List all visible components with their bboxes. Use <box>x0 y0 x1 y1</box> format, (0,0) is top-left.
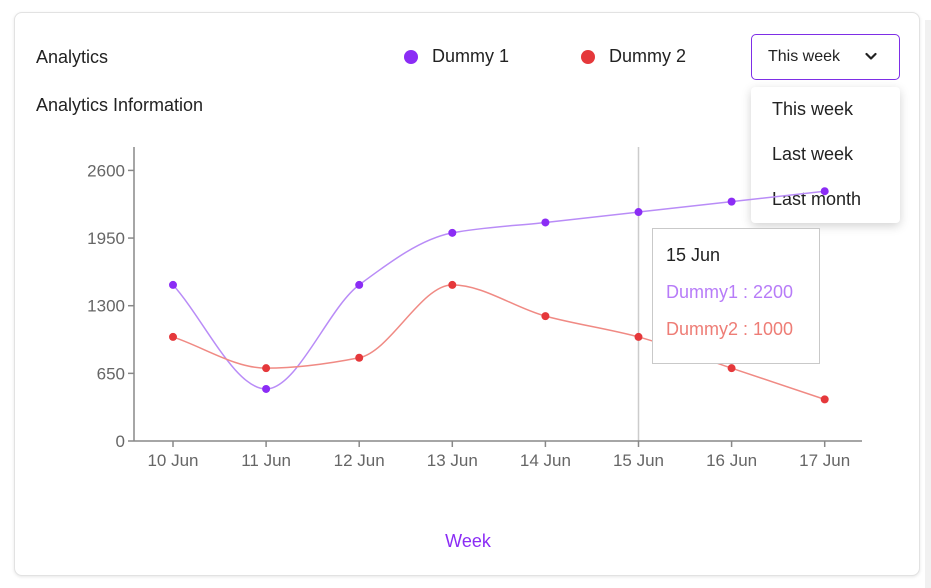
chart-tooltip: 15 Jun Dummy1 : 2200 Dummy2 : 1000 <box>652 228 820 364</box>
legend-item-dummy-2[interactable]: Dummy 2 <box>581 46 686 67</box>
legend-dot-icon <box>581 49 595 64</box>
legend-label: Dummy 1 <box>432 46 510 66</box>
range-option-last-week[interactable]: Last week <box>772 144 854 164</box>
range-dropdown-menu: This week Last week Last month <box>751 87 900 223</box>
legend-item-dummy-1[interactable]: Dummy 1 <box>404 46 509 67</box>
range-select[interactable]: This week <box>751 34 900 80</box>
tooltip-date: 15 Jun <box>666 245 721 265</box>
scrollbar-track[interactable] <box>925 20 931 588</box>
tooltip-dummy2-value: Dummy2 : 1000 <box>666 319 794 339</box>
legend-dot-icon <box>404 49 418 64</box>
range-option-this-week[interactable]: This week <box>772 99 854 119</box>
chevron-down-icon <box>865 52 877 60</box>
range-select-value: This week <box>768 48 841 65</box>
chart-title: Analytics <box>36 47 109 67</box>
chart-subtitle: Analytics Information <box>36 95 204 115</box>
range-option-last-month[interactable]: Last month <box>772 189 862 209</box>
tooltip-dummy1-value: Dummy1 : 2200 <box>666 282 794 302</box>
legend-label: Dummy 2 <box>609 46 687 66</box>
